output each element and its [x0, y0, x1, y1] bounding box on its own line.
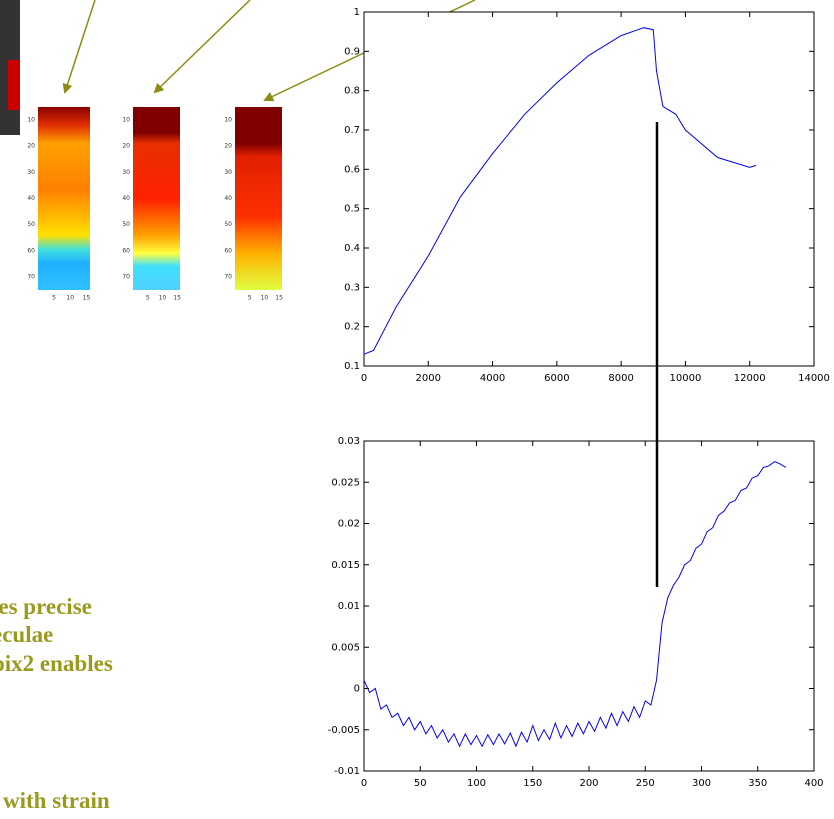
panel-y-tick: 60: [224, 247, 232, 254]
panel-y-tick: 50: [27, 221, 35, 228]
x-tick-label: 6000: [544, 373, 569, 384]
panel-x-tick: 10: [66, 295, 74, 302]
y-tick-label: 0.01: [338, 601, 360, 612]
x-tick-label: 400: [804, 778, 823, 789]
x-tick-label: 10000: [670, 373, 702, 384]
panel-y-tick: 50: [122, 221, 130, 228]
panel-x-tick: 5: [248, 295, 252, 302]
panel-x-tick: 10: [159, 295, 167, 302]
y-tick-label: 0.025: [331, 477, 360, 488]
panel-y-tick: 70: [27, 273, 35, 280]
panel-x-tick: 15: [275, 295, 283, 302]
x-tick-label: 250: [636, 778, 655, 789]
x-tick-label: 4000: [480, 373, 505, 384]
slide-text: with strain: [3, 788, 110, 813]
y-tick-label: 0.8: [344, 86, 360, 97]
x-tick-label: 200: [579, 778, 598, 789]
y-tick-label: 0.5: [344, 204, 360, 215]
panel-y-tick: 30: [27, 169, 35, 176]
plot-area: [363, 440, 815, 772]
panel-y-tick: 30: [122, 169, 130, 176]
data-line: [363, 27, 757, 355]
slide-text: les precise: [0, 594, 92, 619]
data-line: [363, 461, 787, 748]
y-tick-label: 0.9: [344, 46, 360, 57]
x-tick-label: 2000: [416, 373, 441, 384]
y-tick-label: -0.01: [334, 766, 360, 777]
panel-y-tick: 30: [224, 169, 232, 176]
strain-panel: [235, 107, 282, 290]
panel-y-tick: 40: [224, 195, 232, 202]
x-tick-label: 350: [748, 778, 767, 789]
y-tick-label: 1: [354, 7, 360, 18]
x-tick-label: 14000: [798, 373, 830, 384]
panel-y-tick: 50: [224, 221, 232, 228]
y-tick-label: -0.005: [328, 725, 360, 736]
y-tick-label: 0.02: [338, 519, 360, 530]
panel-x-tick: 15: [83, 295, 91, 302]
photo-detail: [8, 60, 20, 110]
x-tick-label: 8000: [608, 373, 633, 384]
panel-y-tick: 60: [27, 247, 35, 254]
panel-y-tick: 10: [27, 117, 35, 124]
slide-text: pix2 enables: [0, 651, 113, 676]
arrow: [62, 0, 96, 94]
panel-y-tick: 10: [122, 117, 130, 124]
plot-area: [363, 11, 815, 367]
panel-y-tick: 60: [122, 247, 130, 254]
x-tick-label: 12000: [734, 373, 766, 384]
y-tick-label: 0.3: [344, 282, 360, 293]
x-tick-label: 0: [361, 373, 367, 384]
y-tick-label: 0.015: [331, 560, 360, 571]
y-tick-label: 0.2: [344, 322, 360, 333]
y-tick-label: 0.005: [331, 642, 360, 653]
panel-y-tick: 40: [27, 195, 35, 202]
panel-y-tick: 70: [122, 273, 130, 280]
x-tick-label: 150: [523, 778, 542, 789]
panel-x-tick: 5: [52, 295, 56, 302]
strain-panel: [133, 107, 180, 290]
y-tick-label: 0.6: [344, 164, 360, 175]
panel-x-tick: 5: [146, 295, 150, 302]
panel-x-tick: 15: [173, 295, 181, 302]
arrow: [153, 0, 251, 94]
y-tick-label: 0.4: [344, 243, 360, 254]
panel-y-tick: 20: [224, 143, 232, 150]
strain-panel: [38, 107, 90, 290]
y-tick-label: 0.7: [344, 125, 360, 136]
x-tick-label: 100: [467, 778, 486, 789]
x-tick-label: 0: [361, 778, 367, 789]
x-tick-label: 300: [692, 778, 711, 789]
panel-y-tick: 20: [122, 143, 130, 150]
panel-y-tick: 10: [224, 117, 232, 124]
y-tick-label: 0.03: [338, 436, 360, 447]
x-tick-label: 50: [414, 778, 427, 789]
panel-y-tick: 70: [224, 273, 232, 280]
panel-y-tick: 20: [27, 143, 35, 150]
panel-y-tick: 40: [122, 195, 130, 202]
y-tick-label: 0.1: [344, 361, 360, 372]
panel-x-tick: 10: [261, 295, 269, 302]
y-tick-label: 0: [354, 684, 360, 695]
